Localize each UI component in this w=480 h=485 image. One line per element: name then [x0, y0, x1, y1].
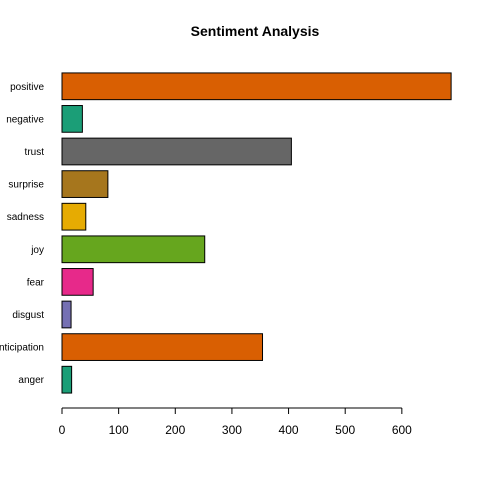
bar-anticipation	[61, 333, 264, 361]
category-label-trust: trust	[25, 147, 45, 158]
bar-surprise	[61, 170, 109, 198]
bar-fear	[61, 268, 94, 296]
bar-positive	[61, 72, 452, 101]
bars-group	[61, 72, 452, 394]
category-label-anticipation: anticipation	[0, 343, 44, 354]
x-tick-label-400: 400	[279, 423, 299, 437]
category-label-anger: anger	[18, 375, 44, 386]
x-tick-label-600: 600	[392, 423, 412, 437]
bar-sadness	[61, 202, 87, 231]
category-label-surprise: surprise	[8, 180, 44, 191]
category-label-negative: negative	[6, 114, 44, 125]
x-tick-label-500: 500	[335, 423, 355, 437]
category-labels-group: anger anticipation disgust fear joy sadness su…	[0, 82, 45, 386]
bar-disgust	[61, 300, 72, 329]
x-tick-label-300: 300	[222, 423, 242, 437]
x-tick-label-100: 100	[109, 423, 129, 437]
category-label-joy: joy	[30, 245, 44, 256]
x-tick-label-0: 0	[59, 423, 66, 437]
chart-title: Sentiment Analysis	[191, 23, 320, 39]
bar-anger	[61, 365, 73, 394]
bar-trust	[61, 137, 292, 166]
category-label-fear: fear	[27, 277, 45, 288]
category-label-disgust: disgust	[12, 310, 44, 321]
x-axis: 0 100 200 300 400 500 600	[59, 407, 412, 437]
category-label-positive: positive	[10, 82, 44, 93]
bar-negative	[61, 105, 83, 133]
category-label-sadness: sadness	[7, 212, 44, 223]
x-tick-label-200: 200	[165, 423, 185, 437]
bar-joy	[61, 235, 206, 264]
